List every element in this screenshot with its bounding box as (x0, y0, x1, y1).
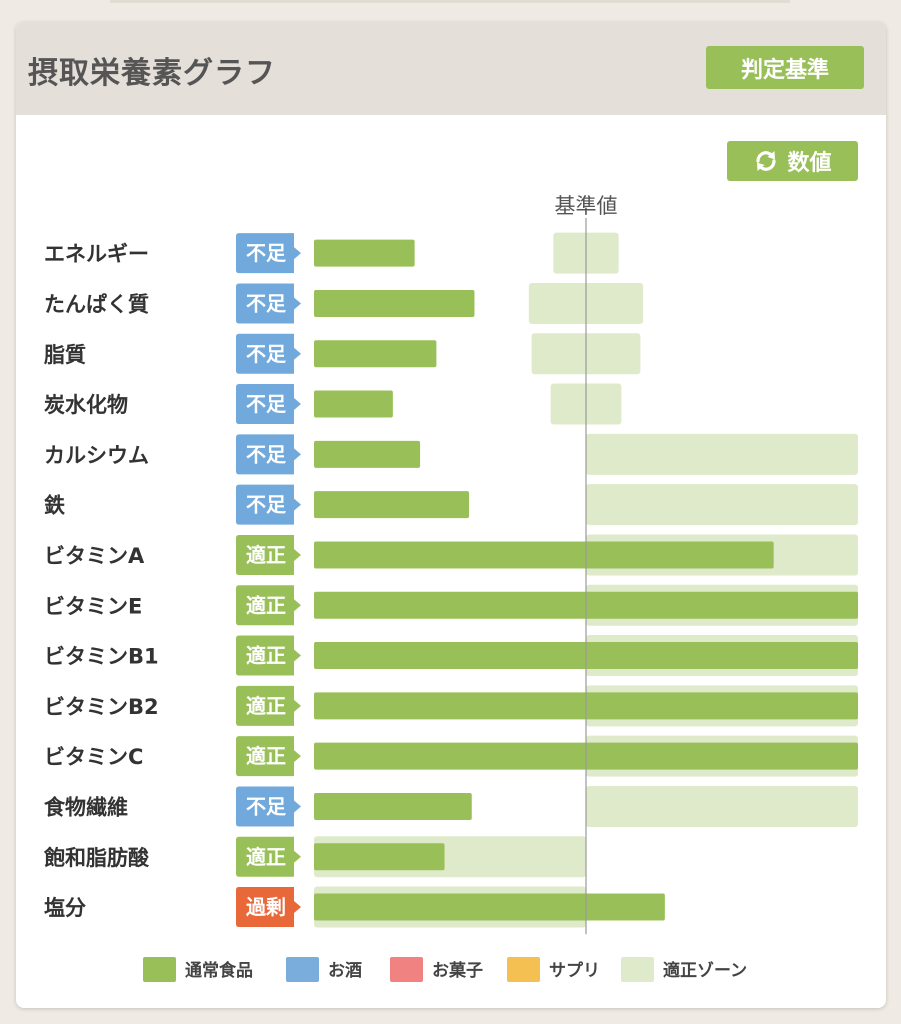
status-badge-label: 不足 (246, 241, 287, 265)
appropriate-zone (586, 433, 858, 475)
bar (314, 843, 445, 871)
category-label: ビタミンA (44, 544, 145, 568)
legend-label: 適正ゾーン (663, 960, 747, 981)
status-badge-label: 適正 (246, 694, 286, 718)
top-divider (110, 0, 790, 3)
status-badge (236, 484, 301, 525)
status-badge-label: 適正 (246, 845, 286, 869)
status-badge-label: 不足 (246, 342, 287, 366)
status-badge (236, 685, 301, 726)
status-badge (236, 283, 301, 324)
status-badge-label: 適正 (246, 744, 286, 768)
status-badge (236, 434, 301, 475)
legend-swatch (143, 957, 176, 982)
legend-swatch (390, 957, 423, 982)
legend-swatch (621, 957, 654, 982)
status-badge-label: 不足 (246, 291, 287, 315)
reference-line-label: 基準値 (555, 194, 618, 218)
status-badge (236, 384, 301, 425)
category-label: ビタミンB1 (44, 645, 159, 669)
category-label: ビタミンC (44, 745, 143, 769)
status-badge-label: 適正 (246, 593, 286, 617)
category-label: 食物繊維 (44, 795, 128, 819)
values-button-label: 数値 (787, 151, 832, 176)
category-label: 飽和脂肪酸 (43, 846, 150, 870)
legend-label: お酒 (328, 960, 362, 981)
status-badge-label: 過剰 (246, 895, 286, 919)
bar (314, 340, 437, 368)
legend-swatch (286, 957, 319, 982)
nutrient-graph-card: 摂取栄養素グラフ 判定基準 数値 基準値 エネルギー 不足 たんぱく質 不足 脂質 不足 炭水… (16, 22, 886, 1008)
status-badge (236, 786, 301, 827)
appropriate-zone (586, 785, 858, 827)
bar (314, 390, 393, 418)
card-header: 摂取栄養素グラフ 判定基準 (16, 22, 886, 115)
category-label: エネルギー (44, 242, 149, 266)
category-label: 塩分 (44, 896, 86, 920)
legend-label: サプリ (549, 960, 600, 981)
status-badge (236, 585, 301, 626)
category-label: ビタミンE (44, 594, 142, 618)
status-badge-label: 適正 (246, 644, 286, 668)
category-label: 脂質 (44, 343, 86, 367)
refresh-icon (756, 151, 777, 171)
category-label: たんぱく質 (44, 292, 149, 316)
legend-label: お菓子 (432, 961, 483, 981)
bar (314, 792, 472, 820)
bar (314, 239, 415, 267)
status-badge (236, 333, 301, 374)
category-label: 炭水化物 (44, 393, 128, 417)
bar (314, 289, 475, 317)
status-badge (236, 887, 301, 928)
legend-swatch (507, 957, 540, 982)
category-label: カルシウム (44, 443, 149, 467)
status-badge (236, 534, 301, 575)
status-badge-label: 不足 (246, 794, 287, 818)
status-badge (236, 836, 301, 877)
bar (314, 541, 774, 569)
status-badge-label: 適正 (246, 543, 286, 567)
bar (314, 893, 665, 921)
status-badge (236, 635, 301, 676)
legend-label: 通常食品 (185, 960, 253, 981)
bar (314, 491, 470, 519)
status-badge-label: 不足 (246, 493, 287, 517)
values-toggle-button[interactable]: 数値 (727, 141, 858, 181)
status-badge-label: 不足 (246, 392, 287, 416)
bar (314, 440, 421, 468)
status-badge (236, 233, 301, 274)
category-label: ビタミンB2 (44, 695, 159, 719)
criteria-button[interactable]: 判定基準 (706, 46, 864, 89)
appropriate-zone (586, 484, 858, 526)
page-title: 摂取栄養素グラフ (28, 56, 276, 91)
category-label: 鉄 (44, 494, 65, 518)
status-badge-label: 不足 (246, 442, 287, 466)
status-badge (236, 736, 301, 777)
